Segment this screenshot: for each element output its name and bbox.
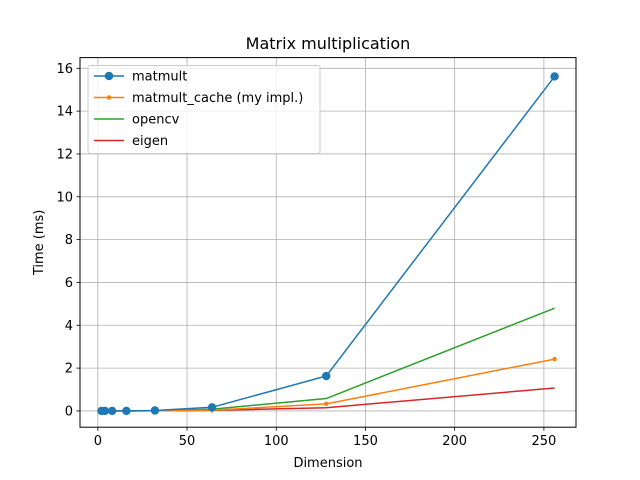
legend-marker: [106, 95, 112, 100]
chart-title: Matrix multiplication: [246, 34, 411, 53]
y-tick-label: 10: [56, 190, 73, 205]
data-point: [122, 406, 131, 416]
legend-label: matmult_cache (my impl.): [132, 91, 303, 106]
ticks: 0 50 100 150 200 250 0 2 4 6 8 10 12 14 16: [56, 62, 556, 449]
x-tick-label: 200: [442, 434, 467, 449]
plot-frame: [79, 57, 577, 428]
data-point: [207, 403, 217, 412]
data-point: [550, 72, 559, 81]
y-tick-label: 8: [65, 233, 73, 248]
y-tick-label: 6: [65, 276, 73, 291]
x-axis-label: Dimension: [293, 456, 362, 471]
x-tick-label: 150: [353, 434, 378, 449]
legend-label: opencv: [132, 113, 180, 128]
x-tick-label: 100: [264, 434, 289, 449]
series-matmult: [97, 72, 559, 416]
data-point: [324, 401, 329, 407]
data-point: [322, 371, 331, 381]
y-tick-label: 2: [65, 362, 73, 377]
legend-label: eigen: [132, 134, 168, 149]
y-tick-label: 14: [56, 105, 73, 120]
y-tick-label: 16: [56, 62, 73, 77]
legend-marker: [104, 71, 114, 81]
x-tick-label: 50: [179, 434, 196, 449]
data-point: [100, 406, 110, 416]
legend-frame: [87, 65, 321, 154]
x-tick-label: 0: [94, 434, 102, 449]
y-tick-label: 12: [56, 147, 73, 162]
data-point: [150, 406, 160, 415]
y-tick-label: 4: [65, 319, 73, 334]
data-point: [107, 406, 117, 416]
y-axis-label: Time (ms): [32, 210, 47, 277]
y-tick-label: 0: [65, 404, 73, 419]
plot-series: [97, 72, 559, 416]
x-tick-label: 250: [531, 434, 556, 449]
legend-label: matmult: [132, 70, 187, 85]
legend: matmult matmult_cache (my impl.) opencv eig…: [87, 65, 321, 154]
data-point: [552, 356, 557, 362]
